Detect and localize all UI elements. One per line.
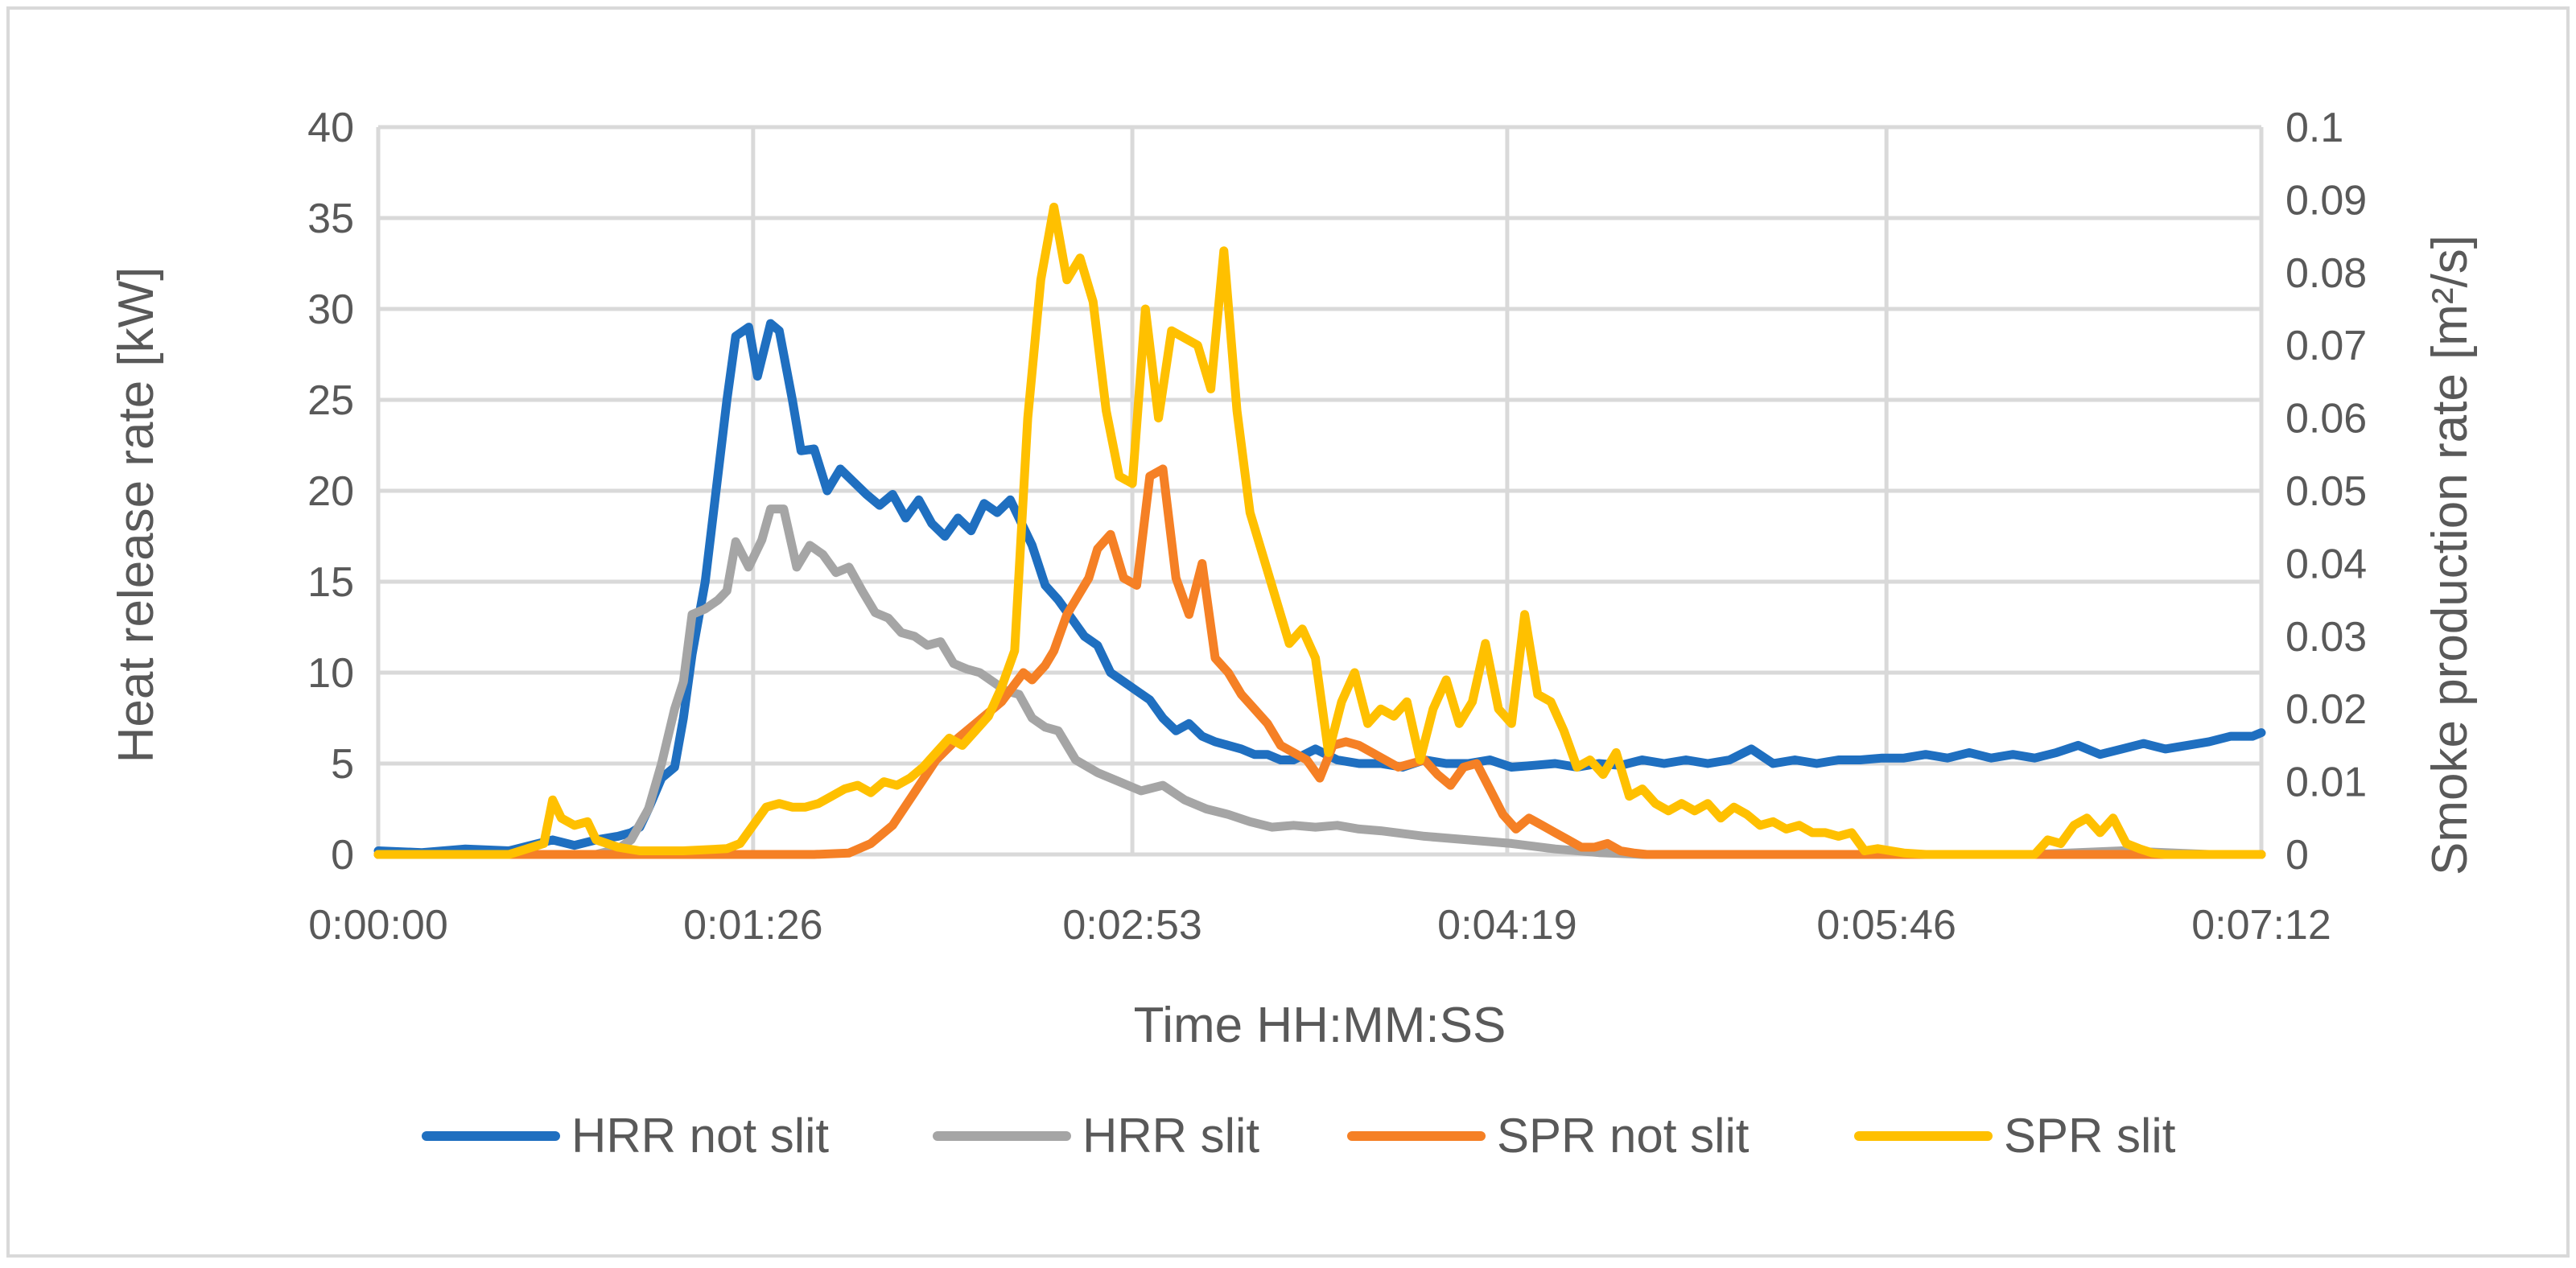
right-tick-label: 0.02 bbox=[2285, 686, 2367, 733]
left-tick-label: 30 bbox=[307, 286, 354, 333]
legend: HRR not slit HRR slit SPR not slit SPR slit bbox=[422, 1109, 2176, 1163]
right-axis-ticks: 0 0.01 0.02 0.03 0.04 0.05 0.06 0.07 0.08 0.09 0.1 bbox=[2285, 105, 2367, 879]
x-axis-ticks: 0:00:00 0:01:26 0:02:53 0:04:19 0:05:46 0:07:… bbox=[308, 902, 2331, 949]
series-line-hrr-not-slit bbox=[373, 319, 2266, 858]
series-line-spr-not-slit bbox=[373, 464, 2266, 859]
right-tick-label: 0.06 bbox=[2285, 396, 2367, 443]
x-tick-label: 0:02:53 bbox=[1062, 902, 1202, 949]
left-tick-label: 40 bbox=[307, 105, 354, 151]
legend-label-hrr-slit: HRR slit bbox=[1082, 1109, 1259, 1163]
series-line-hrr-slit bbox=[373, 504, 2266, 859]
left-tick-label: 35 bbox=[307, 196, 354, 242]
right-tick-label: 0.08 bbox=[2285, 250, 2367, 297]
left-axis-ticks: 0 5 10 15 20 25 30 35 40 bbox=[307, 105, 354, 879]
x-tick-label: 0:04:19 bbox=[1437, 902, 1577, 949]
left-tick-label: 15 bbox=[307, 559, 354, 606]
right-tick-label: 0.09 bbox=[2285, 177, 2367, 224]
left-tick-label: 25 bbox=[307, 377, 354, 424]
legend-label-hrr-not-slit: HRR not slit bbox=[571, 1109, 829, 1163]
left-tick-label: 10 bbox=[307, 650, 354, 697]
x-tick-label: 0:07:12 bbox=[2191, 902, 2331, 949]
x-tick-label: 0:05:46 bbox=[1816, 902, 1956, 949]
left-tick-label: 20 bbox=[307, 468, 354, 515]
legend-label-spr-not-slit: SPR not slit bbox=[1497, 1109, 1750, 1163]
series-line-spr-slit bbox=[373, 202, 2266, 859]
left-tick-label: 0 bbox=[331, 832, 354, 879]
right-tick-label: 0.03 bbox=[2285, 614, 2367, 661]
right-tick-label: 0.07 bbox=[2285, 323, 2367, 369]
right-tick-label: 0.01 bbox=[2285, 760, 2367, 806]
x-axis-title: Time HH:MM:SS bbox=[1134, 998, 1506, 1053]
right-tick-label: 0.05 bbox=[2285, 468, 2367, 515]
y-axis-title-right: Smoke production rate [m²/s] bbox=[2422, 235, 2478, 875]
right-tick-label: 0.1 bbox=[2285, 105, 2343, 151]
x-tick-label: 0:01:26 bbox=[683, 902, 823, 949]
y-axis-title-left: Heat release rate [kW] bbox=[109, 267, 164, 764]
legend-label-spr-slit: SPR slit bbox=[2004, 1109, 2176, 1163]
left-tick-label: 5 bbox=[331, 741, 354, 788]
x-tick-label: 0:00:00 bbox=[308, 902, 448, 949]
right-tick-label: 0.04 bbox=[2285, 541, 2367, 587]
right-tick-label: 0 bbox=[2285, 832, 2309, 879]
series-lines bbox=[373, 202, 2266, 859]
